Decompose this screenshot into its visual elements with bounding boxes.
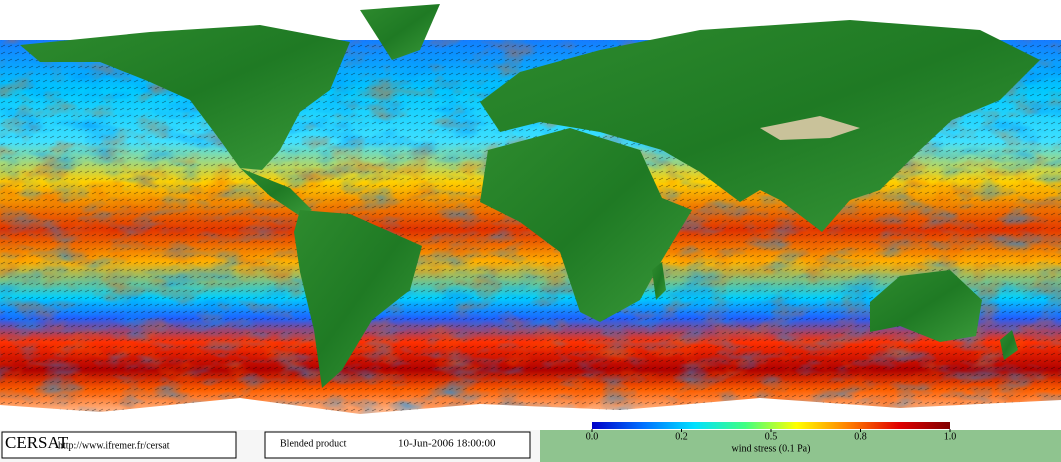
land: [20, 4, 1040, 388]
url: http://www.ifremer.fr/cersat: [58, 440, 170, 451]
logo: CERSAT: [5, 433, 69, 452]
tibet-plateau: [760, 116, 860, 140]
colorbar-tick-label: 0.8: [854, 431, 867, 442]
credit-box: [1, 431, 237, 459]
eurasia: [480, 20, 1040, 232]
australia: [870, 270, 982, 342]
datetime: 10-Jun-2006 18:00:00: [398, 438, 496, 450]
colorbar-tick-label: 0.5: [765, 431, 778, 442]
north-america: [20, 25, 350, 170]
africa: [480, 128, 692, 322]
antarctic-coast: [540, 430, 1061, 462]
south-america: [294, 210, 422, 388]
madagascar: [652, 262, 666, 300]
new-zealand: [1000, 330, 1018, 360]
central-america: [240, 168, 312, 216]
colorbar-tick-label: 1.0: [944, 431, 957, 442]
greenland: [360, 4, 440, 60]
colorbar: [592, 422, 950, 429]
colorbar-tick-label: 0.0: [586, 431, 599, 442]
product-box: [264, 431, 531, 459]
colorbar-label: wind stress (0.1 Pa): [732, 443, 811, 454]
product: Blended product: [280, 438, 347, 449]
colorbar-tick-label: 0.2: [675, 431, 688, 442]
